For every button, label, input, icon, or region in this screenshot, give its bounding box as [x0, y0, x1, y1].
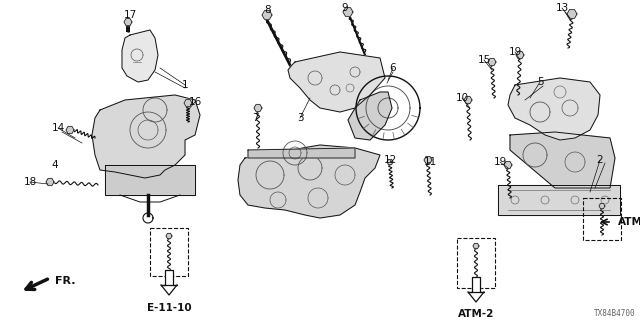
- Polygon shape: [464, 97, 472, 103]
- Polygon shape: [184, 100, 192, 107]
- Text: 19: 19: [493, 157, 507, 167]
- Polygon shape: [343, 8, 353, 16]
- Bar: [150, 228, 188, 276]
- Text: 15: 15: [477, 55, 491, 65]
- Text: 3: 3: [297, 113, 303, 123]
- Text: E-11-10: E-11-10: [147, 303, 191, 313]
- Polygon shape: [105, 165, 195, 195]
- Polygon shape: [254, 105, 262, 111]
- Text: 12: 12: [383, 155, 397, 165]
- Text: 6: 6: [390, 63, 396, 73]
- Text: FR.: FR.: [55, 276, 76, 286]
- Polygon shape: [508, 78, 600, 140]
- Polygon shape: [473, 244, 479, 249]
- Text: 11: 11: [424, 157, 436, 167]
- Polygon shape: [468, 292, 484, 302]
- Text: 13: 13: [556, 3, 568, 13]
- Polygon shape: [66, 126, 74, 133]
- Polygon shape: [238, 145, 380, 218]
- Polygon shape: [504, 162, 512, 168]
- Polygon shape: [498, 185, 620, 215]
- Text: 4: 4: [52, 160, 58, 170]
- Polygon shape: [387, 159, 393, 164]
- Polygon shape: [161, 270, 177, 285]
- Polygon shape: [567, 10, 577, 18]
- Polygon shape: [166, 233, 172, 239]
- Text: 2: 2: [596, 155, 604, 165]
- Bar: [583, 198, 621, 240]
- Polygon shape: [288, 52, 385, 112]
- Bar: [457, 238, 495, 288]
- Polygon shape: [468, 277, 484, 292]
- Polygon shape: [599, 204, 605, 209]
- Polygon shape: [510, 132, 615, 188]
- Polygon shape: [46, 179, 54, 186]
- Polygon shape: [124, 19, 132, 26]
- Polygon shape: [488, 59, 496, 66]
- Text: 7: 7: [252, 113, 259, 123]
- Polygon shape: [348, 92, 392, 140]
- Text: 18: 18: [24, 177, 36, 187]
- Polygon shape: [516, 52, 524, 59]
- Text: 17: 17: [124, 10, 136, 20]
- Polygon shape: [248, 148, 355, 158]
- Polygon shape: [262, 11, 272, 19]
- Text: ATM-3: ATM-3: [618, 217, 640, 227]
- Polygon shape: [161, 285, 177, 295]
- Text: 16: 16: [188, 97, 202, 107]
- Text: 14: 14: [51, 123, 65, 133]
- Polygon shape: [122, 30, 158, 82]
- Text: 9: 9: [342, 3, 348, 13]
- Polygon shape: [92, 95, 200, 178]
- Text: 8: 8: [265, 5, 271, 15]
- Text: 10: 10: [456, 93, 468, 103]
- Text: ATM-2: ATM-2: [458, 309, 494, 319]
- Text: 5: 5: [537, 77, 543, 87]
- Text: 19: 19: [508, 47, 522, 57]
- Text: TX84B4700: TX84B4700: [593, 309, 635, 318]
- Text: 1: 1: [182, 80, 188, 90]
- Polygon shape: [424, 156, 432, 164]
